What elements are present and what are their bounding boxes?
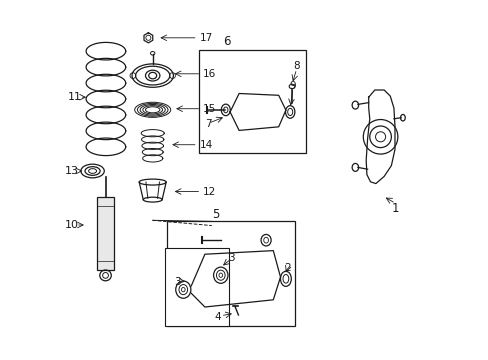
Text: 14: 14 <box>199 140 212 150</box>
Bar <box>167 221 294 326</box>
Text: 17: 17 <box>199 33 212 43</box>
Text: 3: 3 <box>174 277 181 287</box>
Text: 6: 6 <box>223 35 230 48</box>
Text: 1: 1 <box>391 202 399 215</box>
Text: 7: 7 <box>205 119 211 129</box>
Text: 2: 2 <box>284 264 290 273</box>
Text: 3: 3 <box>227 253 234 263</box>
Bar <box>97 197 114 270</box>
Text: 4: 4 <box>214 312 221 322</box>
Bar <box>165 248 229 326</box>
Text: 5: 5 <box>212 208 219 221</box>
Text: 10: 10 <box>64 220 79 230</box>
Text: 12: 12 <box>203 186 216 197</box>
Text: 9: 9 <box>289 81 296 91</box>
Text: 11: 11 <box>68 92 82 102</box>
Bar <box>199 50 305 153</box>
Text: 13: 13 <box>64 166 79 176</box>
Text: 8: 8 <box>293 61 300 71</box>
Text: 16: 16 <box>203 69 216 79</box>
Text: 15: 15 <box>203 104 216 114</box>
